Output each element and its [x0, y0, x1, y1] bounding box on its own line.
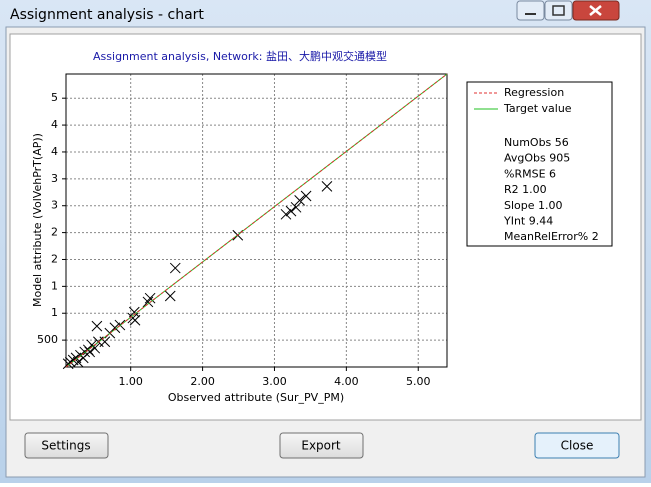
button-label: Close — [561, 439, 594, 453]
settings-button[interactable] — [24, 432, 109, 459]
data-point — [290, 201, 302, 213]
data-point — [169, 262, 181, 274]
plot-frame — [65, 73, 448, 368]
chart-title: Assignment analysis, Network: 盐田、大鹏中观交通模… — [93, 49, 387, 63]
y-tick-label: 3 — [51, 172, 58, 185]
plot — [62, 74, 447, 370]
x-tick-label: 3.00 — [262, 375, 287, 388]
y-tick-label: 3 — [51, 199, 58, 212]
statistic: R2 1.00 — [504, 183, 547, 196]
x-tick-label: 2.00 — [190, 375, 215, 388]
regression-line — [65, 73, 448, 368]
statistic: MeanRelError% 2 — [504, 230, 599, 243]
data-point — [99, 336, 111, 348]
statistic: AvgObs 905 — [504, 152, 570, 165]
close-button[interactable] — [534, 432, 620, 459]
y-axis-label: Model attribute (VolVehPrT(AP)) — [31, 133, 44, 307]
data-point — [84, 346, 96, 358]
legend-label: Target value — [503, 102, 572, 115]
y-tick-label: 2 — [51, 226, 58, 239]
data-point — [142, 296, 154, 308]
data-point — [72, 356, 84, 368]
close-icon — [589, 5, 602, 16]
window-title: Assignment analysis - chart — [10, 7, 204, 23]
maximize-icon — [552, 5, 565, 16]
minimize-button[interactable] — [516, 0, 545, 21]
x-tick-label: 5.00 — [406, 375, 431, 388]
x-axis-label: Observed attribute (Sur_PV_PM) — [168, 391, 344, 404]
y-tick-label: 500 — [37, 333, 58, 346]
button-label: Export — [301, 439, 341, 453]
data-point — [91, 320, 103, 332]
y-tick-label: 4 — [51, 145, 58, 158]
statistic: YInt 9.44 — [503, 215, 553, 228]
export-button[interactable] — [279, 432, 364, 459]
data-point — [294, 194, 305, 206]
data-point — [89, 342, 101, 354]
statistic: Slope 1.00 — [504, 199, 563, 212]
y-tick-label: 1 — [51, 306, 58, 319]
data-point — [321, 181, 333, 192]
statistic: NumObs 56 — [504, 136, 569, 149]
statistic: %RMSE 6 — [504, 167, 556, 180]
data-point — [280, 208, 292, 220]
data-point — [144, 292, 156, 304]
x-tick-label: 4.00 — [334, 375, 359, 388]
y-tick-label: 5 — [51, 91, 58, 104]
y-tick-label: 2 — [51, 252, 58, 265]
y-tick-label: 1 — [51, 279, 58, 292]
y-tick-label: 4 — [51, 118, 58, 131]
legend-label: Regression — [504, 86, 564, 99]
data-point — [285, 205, 297, 217]
data-point — [300, 190, 312, 202]
maximize-button[interactable] — [544, 0, 573, 21]
button-label: Settings — [41, 439, 90, 453]
data-point — [164, 290, 176, 302]
x-tick-label: 1.00 — [118, 375, 143, 388]
